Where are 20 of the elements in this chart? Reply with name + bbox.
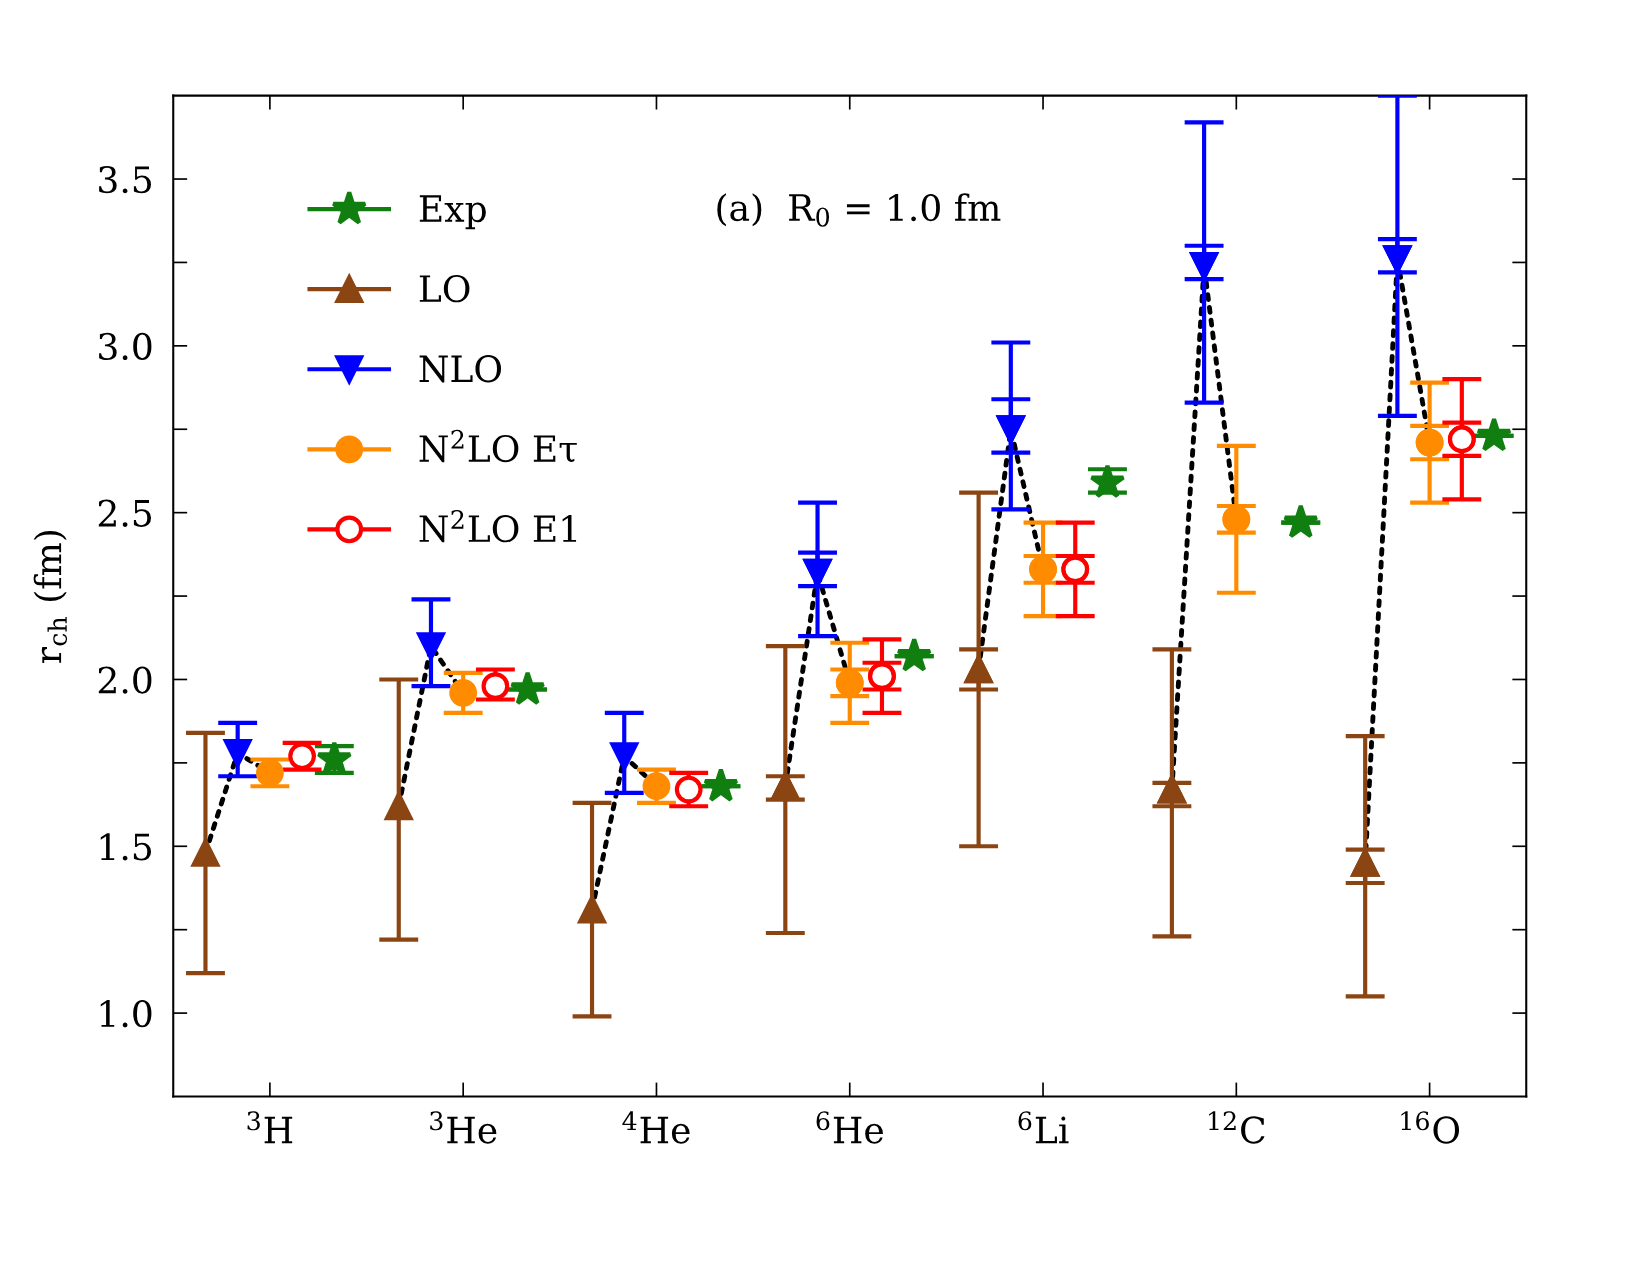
x-tick-label: $^{3}$H xyxy=(247,1111,293,1144)
annotation: (a) R$_{0}$ = 1.0 fm xyxy=(717,193,1001,227)
x-tick-label: $^{12}$C xyxy=(1209,1111,1265,1144)
x-tick-label: $^{16}$O xyxy=(1401,1111,1460,1144)
legend-label: LO xyxy=(419,274,470,303)
legend-label: N$^{2}$LO Eτ xyxy=(419,429,577,463)
legend-label: NLO xyxy=(419,355,502,383)
y-tick-label: 2.0 xyxy=(98,666,152,694)
x-tick-label: $^{4}$He xyxy=(622,1111,690,1144)
y-tick-label: 3.5 xyxy=(99,165,152,194)
y-tick-label: 3.0 xyxy=(99,332,152,361)
y-tick-label: 1.5 xyxy=(100,833,152,861)
y-tick-label: 2.5 xyxy=(98,499,152,527)
x-tick-label: $^{6}$Li xyxy=(1018,1111,1069,1144)
x-tick-label: $^{6}$He xyxy=(816,1111,883,1144)
legend-label: N$^{2}$LO E1 xyxy=(419,509,577,543)
legend-label: Exp xyxy=(419,195,486,230)
y-tick-label: 1.0 xyxy=(100,1000,152,1028)
x-tick-label: $^{3}$He xyxy=(430,1111,497,1144)
y-axis-title: r$_{ch}$ (fm) xyxy=(33,530,68,664)
